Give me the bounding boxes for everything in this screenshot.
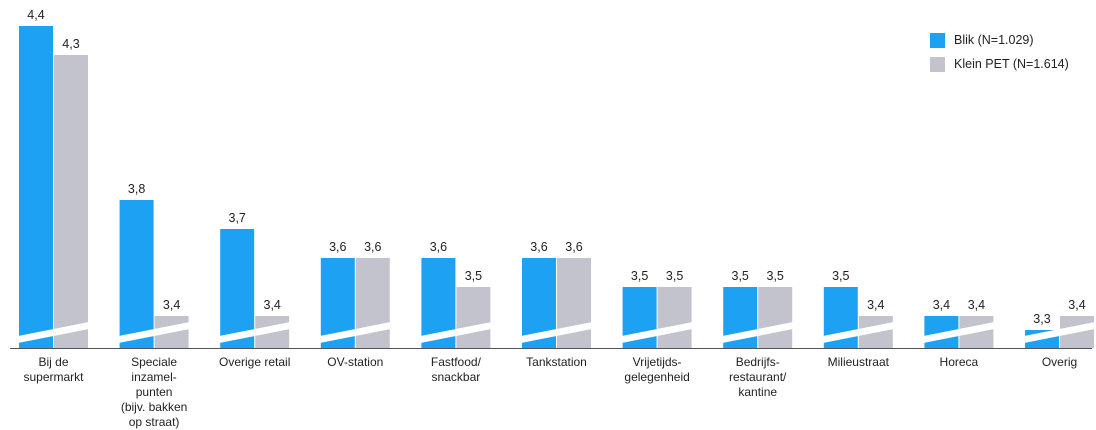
data-label-blik-10: 3,3: [1033, 312, 1050, 326]
axis-break-10: [1024, 322, 1095, 343]
axis-break-9: [923, 322, 995, 343]
data-label-blik-1: 3,8: [128, 182, 145, 196]
category-label-8: Milieustraat: [828, 355, 890, 369]
category-label-6: Vrijetijds-gelegenheid: [624, 355, 689, 384]
bar-klein-pet-6: [657, 287, 692, 348]
data-label-klein-pet-1: 3,4: [163, 298, 180, 312]
data-label-klein-pet-8: 3,4: [867, 298, 884, 312]
data-label-klein-pet-6: 3,5: [666, 269, 683, 283]
legend-label-klein-pet: Klein PET (N=1.614): [954, 57, 1069, 71]
data-label-klein-pet-0: 4,3: [62, 37, 79, 51]
axis-break-4: [420, 322, 492, 343]
legend-item-klein-pet: Klein PET (N=1.614): [930, 54, 1069, 74]
data-label-blik-9: 3,4: [933, 298, 950, 312]
axis-break-0: [18, 322, 89, 343]
data-label-klein-pet-10: 3,4: [1068, 298, 1085, 312]
axis-break-8: [822, 322, 894, 343]
legend-label-blik: Blik (N=1.029): [954, 33, 1034, 47]
axis-break-2: [219, 322, 291, 343]
data-label-klein-pet-9: 3,4: [968, 298, 985, 312]
data-label-blik-2: 3,7: [229, 211, 246, 225]
legend-item-blik: Blik (N=1.029): [930, 30, 1069, 50]
category-label-7: Bedrijfs-restaurant/kantine: [729, 355, 787, 399]
data-label-blik-5: 3,6: [530, 240, 547, 254]
data-label-blik-4: 3,6: [430, 240, 447, 254]
data-label-blik-6: 3,5: [631, 269, 648, 283]
category-label-9: Horeca: [940, 355, 979, 369]
data-label-klein-pet-3: 3,6: [364, 240, 381, 254]
bar-klein-pet-4: [456, 287, 491, 348]
data-label-blik-3: 3,6: [329, 240, 346, 254]
category-label-0: Bij de supermarkt: [23, 355, 84, 384]
legend-swatch-blik: [930, 32, 945, 48]
category-label-4: Fastfood/snackbar: [431, 355, 482, 384]
legend-swatch-klein-pet: [930, 56, 945, 72]
axis-break-5: [521, 322, 592, 343]
category-label-2: Overige retail: [219, 355, 290, 369]
bar-klein-pet-0: [54, 55, 88, 348]
bar-blik-0: [19, 26, 53, 348]
data-label-blik-0: 4,4: [27, 8, 44, 22]
data-label-klein-pet-4: 3,5: [465, 269, 482, 283]
bar-blik-2: [220, 229, 255, 348]
axis-break-1: [118, 322, 190, 343]
data-label-blik-7: 3,5: [732, 269, 749, 283]
category-label-10: Overig: [1042, 355, 1077, 369]
bar-klein-pet-7: [758, 287, 793, 348]
category-label-1: Speciale inzamel-punten (bijv. bakken op st…: [121, 355, 187, 429]
data-label-klein-pet-5: 3,6: [565, 240, 582, 254]
bar-blik-1: [119, 200, 154, 348]
axis-break-6: [621, 322, 693, 343]
axis-break-3: [319, 322, 391, 343]
data-label-blik-8: 3,5: [832, 269, 849, 283]
category-label-5: Tankstation: [526, 355, 587, 369]
data-label-klein-pet-2: 3,4: [264, 298, 281, 312]
legend: Blik (N=1.029) Klein PET (N=1.614): [930, 30, 1069, 78]
category-label-3: OV-station: [327, 355, 383, 369]
axis-break-7: [722, 322, 794, 343]
data-label-klein-pet-7: 3,5: [767, 269, 784, 283]
